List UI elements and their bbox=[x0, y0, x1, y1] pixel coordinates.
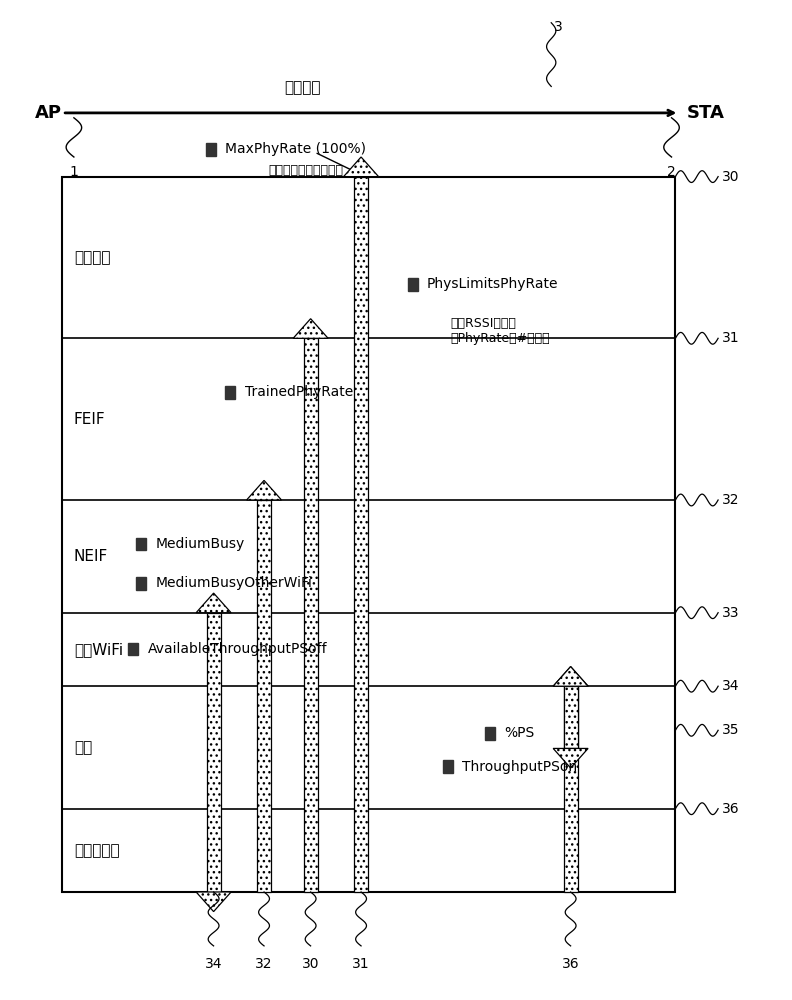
Text: 共享WiFi: 共享WiFi bbox=[74, 642, 123, 657]
Polygon shape bbox=[553, 667, 588, 686]
Polygon shape bbox=[553, 748, 588, 768]
Text: MediumBusyOtherWiFi: MediumBusyOtherWiFi bbox=[155, 576, 312, 590]
Bar bbox=[564, 686, 577, 892]
Text: 1: 1 bbox=[70, 165, 78, 179]
Text: 3: 3 bbox=[554, 20, 562, 34]
Bar bbox=[354, 177, 368, 892]
Polygon shape bbox=[553, 667, 588, 686]
Polygon shape bbox=[293, 319, 328, 338]
Text: MediumBusy: MediumBusy bbox=[155, 537, 245, 551]
Text: 物理现象: 物理现象 bbox=[74, 250, 110, 265]
Text: 36: 36 bbox=[562, 957, 580, 971]
Text: 34: 34 bbox=[722, 679, 740, 693]
Polygon shape bbox=[196, 892, 231, 912]
Bar bbox=[485, 727, 495, 740]
Text: TrainedPhyRate: TrainedPhyRate bbox=[245, 385, 353, 399]
Text: AP: AP bbox=[35, 104, 62, 122]
Text: 31: 31 bbox=[722, 331, 740, 345]
Bar bbox=[564, 686, 577, 748]
Text: 30: 30 bbox=[722, 170, 740, 184]
Polygon shape bbox=[246, 480, 281, 500]
Text: AvailableThroughputPSoff: AvailableThroughputPSoff bbox=[147, 642, 327, 656]
Text: 32: 32 bbox=[722, 493, 740, 507]
Text: 最大可实现的链路速度: 最大可实现的链路速度 bbox=[268, 164, 343, 177]
Polygon shape bbox=[344, 157, 379, 177]
Bar bbox=[136, 577, 146, 590]
Text: 36: 36 bbox=[722, 802, 740, 816]
Text: NEIF: NEIF bbox=[74, 549, 109, 564]
Bar bbox=[225, 386, 235, 399]
Bar bbox=[303, 338, 318, 892]
Bar bbox=[206, 143, 216, 156]
Text: 32: 32 bbox=[255, 957, 272, 971]
Text: 35: 35 bbox=[722, 723, 740, 737]
Text: 睡眠: 睡眠 bbox=[74, 740, 92, 755]
Bar bbox=[408, 278, 417, 291]
Polygon shape bbox=[196, 593, 231, 613]
Text: FEIF: FEIF bbox=[74, 412, 105, 427]
Text: STA: STA bbox=[687, 104, 725, 122]
Text: 你得到的！: 你得到的！ bbox=[74, 843, 120, 858]
Bar bbox=[257, 500, 271, 892]
Text: 根据RSSI所期望
的PhyRate，#空间流: 根据RSSI所期望 的PhyRate，#空间流 bbox=[451, 317, 550, 345]
Text: 单向链路: 单向链路 bbox=[284, 80, 321, 95]
Text: ThroughputPSon: ThroughputPSon bbox=[462, 760, 577, 774]
Text: 30: 30 bbox=[302, 957, 319, 971]
Bar bbox=[136, 538, 146, 550]
Text: %PS: %PS bbox=[505, 726, 535, 740]
Bar bbox=[63, 177, 676, 892]
Text: MaxPhyRate (100%): MaxPhyRate (100%) bbox=[225, 142, 366, 156]
Bar bbox=[443, 760, 453, 773]
Bar bbox=[128, 643, 139, 655]
Text: 2: 2 bbox=[667, 165, 676, 179]
Text: 31: 31 bbox=[352, 957, 370, 971]
Text: PhysLimitsPhyRate: PhysLimitsPhyRate bbox=[427, 277, 558, 291]
Text: 34: 34 bbox=[205, 957, 223, 971]
Bar bbox=[207, 613, 221, 892]
Text: 33: 33 bbox=[722, 606, 740, 620]
